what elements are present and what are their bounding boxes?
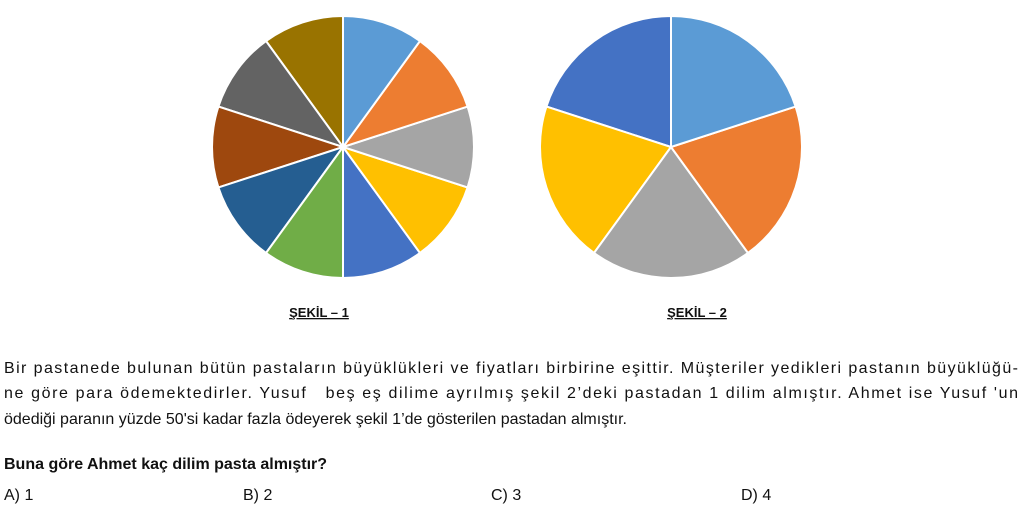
paragraph-line: ne göre para ödemektedirler. Yusuf beş e… [4, 385, 1018, 402]
option[interactable]: B) 2 [243, 487, 272, 504]
figure-caption: ŞEKİL – 1 [289, 305, 349, 320]
pie-slice [340, 145, 469, 255]
paragraph-line: Bir pastanede bulunan bütün pastaların b… [4, 360, 1018, 377]
pie-slice [545, 14, 672, 149]
paragraph-line: ödediği paranın yüzde 50'si kadar fazla … [4, 411, 627, 428]
figure-caption: ŞEKİL – 2 [667, 305, 727, 320]
pie-slice [339, 105, 475, 189]
pie-slice [342, 143, 422, 280]
pie-slice [264, 14, 344, 151]
pie-slice [340, 39, 469, 149]
pie-slice [539, 105, 673, 255]
pie-slice [592, 145, 750, 279]
option[interactable]: C) 3 [491, 487, 521, 504]
pie-slice [264, 143, 344, 280]
question-prompt: Buna göre Ahmet kaç dilim pasta almıştır… [4, 456, 327, 473]
option[interactable]: A) 1 [4, 487, 33, 504]
pie-slice [670, 14, 797, 149]
pie-slice [217, 39, 346, 149]
pie-slice [217, 145, 346, 255]
pie-slice [342, 14, 422, 151]
pie-slice [211, 105, 347, 189]
pie-slice [669, 105, 803, 255]
option[interactable]: D) 4 [741, 487, 771, 504]
